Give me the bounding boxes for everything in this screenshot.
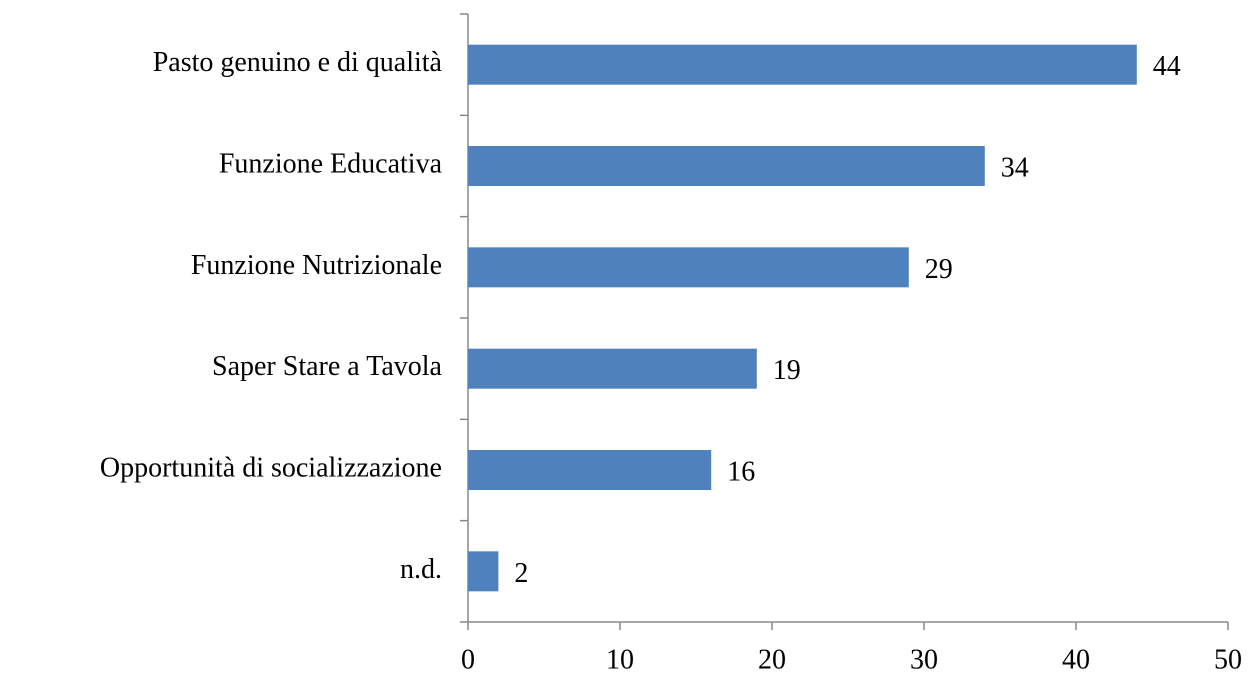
bar: [468, 450, 712, 490]
x-tick-label: 0: [461, 644, 475, 675]
value-label: 19: [773, 355, 801, 386]
bar: [468, 551, 499, 592]
x-tick-label: 30: [910, 644, 938, 675]
bar: [468, 44, 1137, 85]
x-tick-label: 40: [1062, 644, 1090, 675]
bar: [468, 247, 909, 288]
value-label: 2: [514, 558, 528, 589]
value-label: 34: [1001, 152, 1029, 183]
y-tick-label: Funzione Nutrizionale: [191, 250, 442, 281]
value-label: 16: [727, 456, 755, 487]
y-tick-label: Opportunità di socializzazione: [100, 452, 442, 483]
y-tick-label: Saper Stare a Tavola: [212, 351, 443, 382]
y-tick-label: n.d.: [400, 554, 442, 585]
x-tick-label: 20: [758, 644, 786, 675]
x-tick-label: 50: [1214, 644, 1242, 675]
x-tick-label: 10: [606, 644, 634, 675]
bar: [468, 146, 985, 186]
bar: [468, 348, 757, 389]
value-label: 29: [925, 254, 953, 285]
y-tick-label: Pasto genuino e di qualità: [153, 47, 443, 78]
y-tick-label: Funzione Educativa: [219, 148, 443, 179]
value-label: 44: [1153, 51, 1181, 82]
